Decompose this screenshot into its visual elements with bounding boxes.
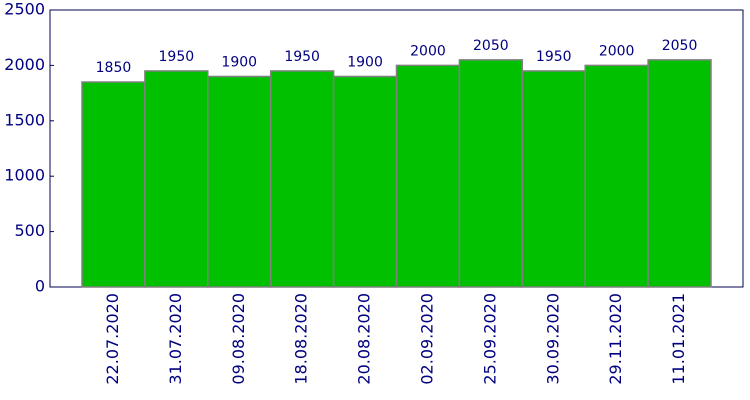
value-label: 1950 [159,49,195,65]
bar [332,75,398,288]
value-label: 2000 [599,43,635,59]
bar [647,59,712,288]
value-label: 1900 [221,54,257,70]
y-tick-label: 0 [35,277,45,296]
y-tick-label: 2000 [4,55,45,74]
value-label: 2000 [410,43,446,59]
x-tick-label: 29.11.2020 [606,293,625,385]
x-tick-label: 20.08.2020 [355,293,374,385]
bar [395,64,461,288]
value-label: 2050 [662,38,698,54]
bar [269,70,335,288]
bar [144,70,209,288]
value-label: 1950 [284,49,320,65]
x-tick-label: 30.09.2020 [543,293,562,385]
x-tick-label: 02.09.2020 [417,293,436,385]
x-tick-label: 31.07.2020 [166,293,185,385]
y-tick-label: 1500 [4,110,45,129]
value-label: 1850 [96,60,132,76]
value-label: 2050 [473,38,509,54]
bar [584,64,649,288]
x-tick-label: 09.08.2020 [229,293,248,385]
bar [207,75,272,288]
x-tick-label: 11.01.2021 [669,293,688,385]
y-tick-label: 1000 [4,166,45,185]
bar [81,81,146,288]
value-label: 1900 [347,54,383,70]
x-tick-label: 25.09.2020 [480,293,499,385]
y-tick-label: 2500 [4,0,45,19]
value-label: 1950 [536,49,572,65]
y-tick-label: 500 [14,221,45,240]
bar [521,70,586,288]
x-tick-label: 18.08.2020 [292,293,311,385]
x-tick-label: 22.07.2020 [103,293,122,385]
bar [458,59,524,288]
